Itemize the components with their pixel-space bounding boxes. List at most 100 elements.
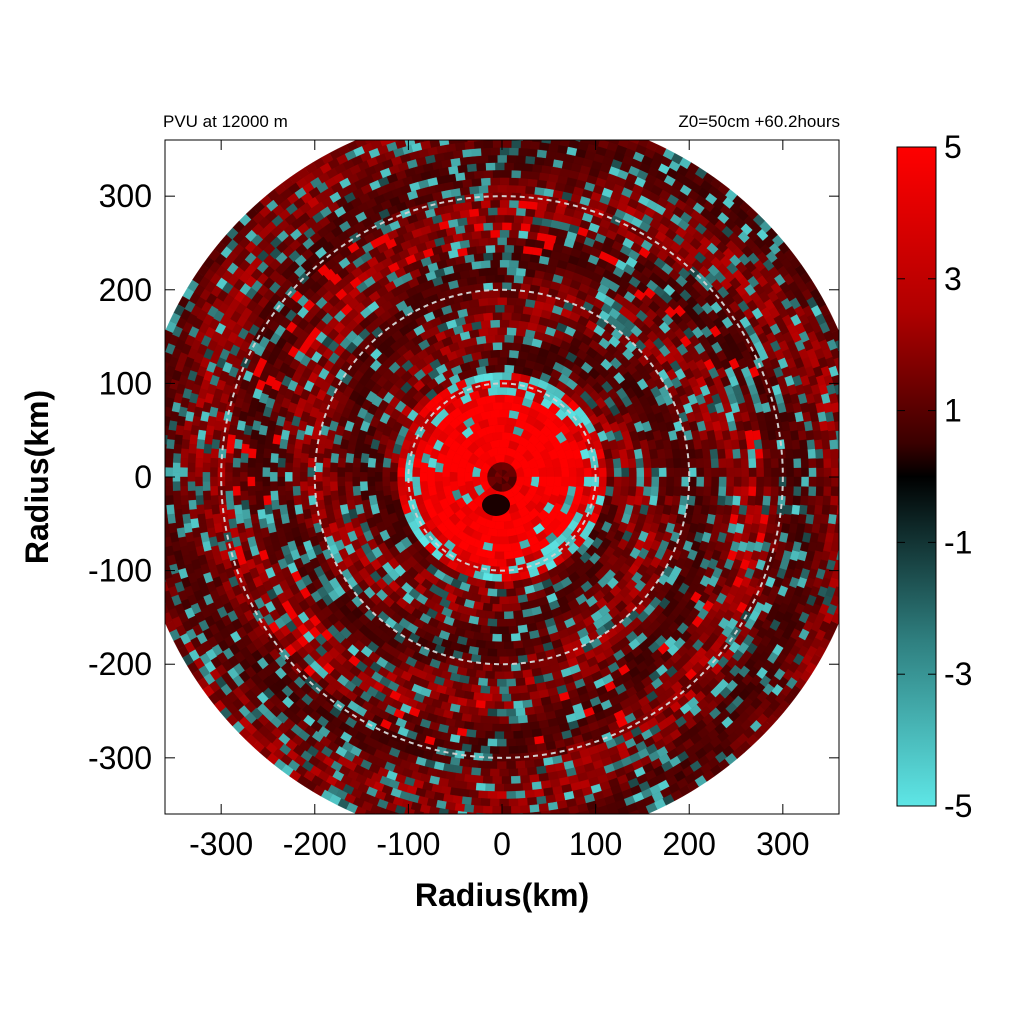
heatmap-cell <box>673 467 682 478</box>
heatmap-cell <box>173 443 182 455</box>
heatmap-cell <box>477 327 489 337</box>
heatmap-cell <box>277 495 287 506</box>
heatmap-cell <box>277 476 286 487</box>
pv-heatmap <box>165 140 839 814</box>
heatmap-cell <box>255 499 265 511</box>
heatmap-cell <box>480 147 491 156</box>
heatmap-cell <box>506 588 517 597</box>
heatmap-cell <box>524 759 536 769</box>
heatmap-cell <box>515 207 526 217</box>
heatmap-cell <box>517 177 529 187</box>
heatmap-cell <box>187 453 197 464</box>
heatmap-cell <box>497 678 507 687</box>
heatmap-cell <box>524 208 536 218</box>
heatmap-cell <box>477 297 489 307</box>
heatmap-cell <box>642 457 652 469</box>
heatmap-cell <box>269 472 278 482</box>
heatmap-cell <box>504 731 515 740</box>
heatmap-cell <box>783 504 793 515</box>
heatmap-cell <box>536 795 547 805</box>
heatmap-cell <box>449 471 458 483</box>
heatmap-cell <box>718 467 727 478</box>
heatmap-cell <box>489 259 500 268</box>
heatmap-cell <box>671 495 681 506</box>
heatmap-cell <box>284 472 293 482</box>
heatmap-cell <box>501 723 512 732</box>
heatmap-cell <box>755 486 765 497</box>
heatmap-cell <box>506 297 517 306</box>
heatmap-cell <box>748 486 757 497</box>
heatmap-cell <box>470 200 482 210</box>
heatmap-cell <box>501 776 512 785</box>
heatmap-cell <box>513 700 524 710</box>
heatmap-cell <box>232 457 241 468</box>
heatmap-cell <box>203 499 212 511</box>
heatmap-cell <box>504 304 515 313</box>
heatmap-cell <box>497 791 507 800</box>
heatmap-cell <box>815 457 825 468</box>
heatmap-cell <box>538 772 550 782</box>
heatmap-cell <box>583 476 593 487</box>
heatmap-cell <box>477 617 489 627</box>
heatmap-cell <box>822 448 832 459</box>
heatmap-cell <box>263 504 274 516</box>
heatmap-cell <box>470 230 482 240</box>
heatmap-cell <box>529 721 541 731</box>
heatmap-cell <box>475 245 487 254</box>
heatmap-cell <box>517 230 529 239</box>
heatmap-cell <box>468 238 480 248</box>
heatmap-cell <box>527 200 538 210</box>
heatmap-cell <box>165 457 174 468</box>
heatmap-cell <box>480 798 491 807</box>
heatmap-cell <box>520 692 531 702</box>
heatmap-cell <box>461 178 473 188</box>
heatmap-cell <box>489 596 500 605</box>
heatmap-cell <box>496 327 508 335</box>
heatmap-cell <box>650 457 660 469</box>
heatmap-cell <box>292 448 302 459</box>
heatmap-cell <box>597 485 607 497</box>
heatmap-cell <box>506 184 517 193</box>
heatmap-cell <box>703 457 712 469</box>
heatmap-cell <box>165 467 173 478</box>
heatmap-cell <box>513 640 524 650</box>
heatmap-cell <box>209 457 219 468</box>
heatmap-cell <box>225 443 235 455</box>
heatmap-cell <box>300 452 309 464</box>
heatmap-cell <box>459 186 471 196</box>
heatmap-cell <box>506 558 517 567</box>
heatmap-cell <box>501 603 512 613</box>
heatmap-cell <box>753 504 763 516</box>
heatmap-cell <box>747 448 757 459</box>
heatmap-cell <box>489 716 500 725</box>
heatmap-cell <box>513 304 524 314</box>
heatmap-cell <box>489 349 500 358</box>
heatmap-cell <box>209 486 219 497</box>
heatmap-cell <box>285 443 296 455</box>
heatmap-cell <box>506 761 517 770</box>
heatmap-cell <box>605 457 615 469</box>
heatmap-cell <box>175 424 185 436</box>
heatmap-cell <box>492 633 503 642</box>
heatmap-cell <box>225 490 234 501</box>
heatmap-cell <box>513 610 524 619</box>
heatmap-cell <box>531 216 543 226</box>
heatmap-cell <box>501 169 512 178</box>
heatmap-cell <box>800 457 810 468</box>
heatmap-cell <box>739 495 749 506</box>
heatmap-cell <box>492 371 503 381</box>
heatmap-cell <box>504 550 515 560</box>
heatmap-cell <box>665 457 675 469</box>
heatmap-cell <box>814 439 823 450</box>
heatmap-cell <box>791 439 801 450</box>
heatmap-cell <box>506 327 517 336</box>
heatmap-cell <box>344 462 354 473</box>
heatmap-cell <box>494 304 505 313</box>
heatmap-cell <box>487 761 498 770</box>
heatmap-cell <box>497 761 507 770</box>
heatmap-cell <box>484 364 496 374</box>
heatmap-cell <box>492 693 503 702</box>
heatmap-cell <box>793 486 802 497</box>
heatmap-cell <box>513 244 524 254</box>
heatmap-cell <box>520 775 531 784</box>
